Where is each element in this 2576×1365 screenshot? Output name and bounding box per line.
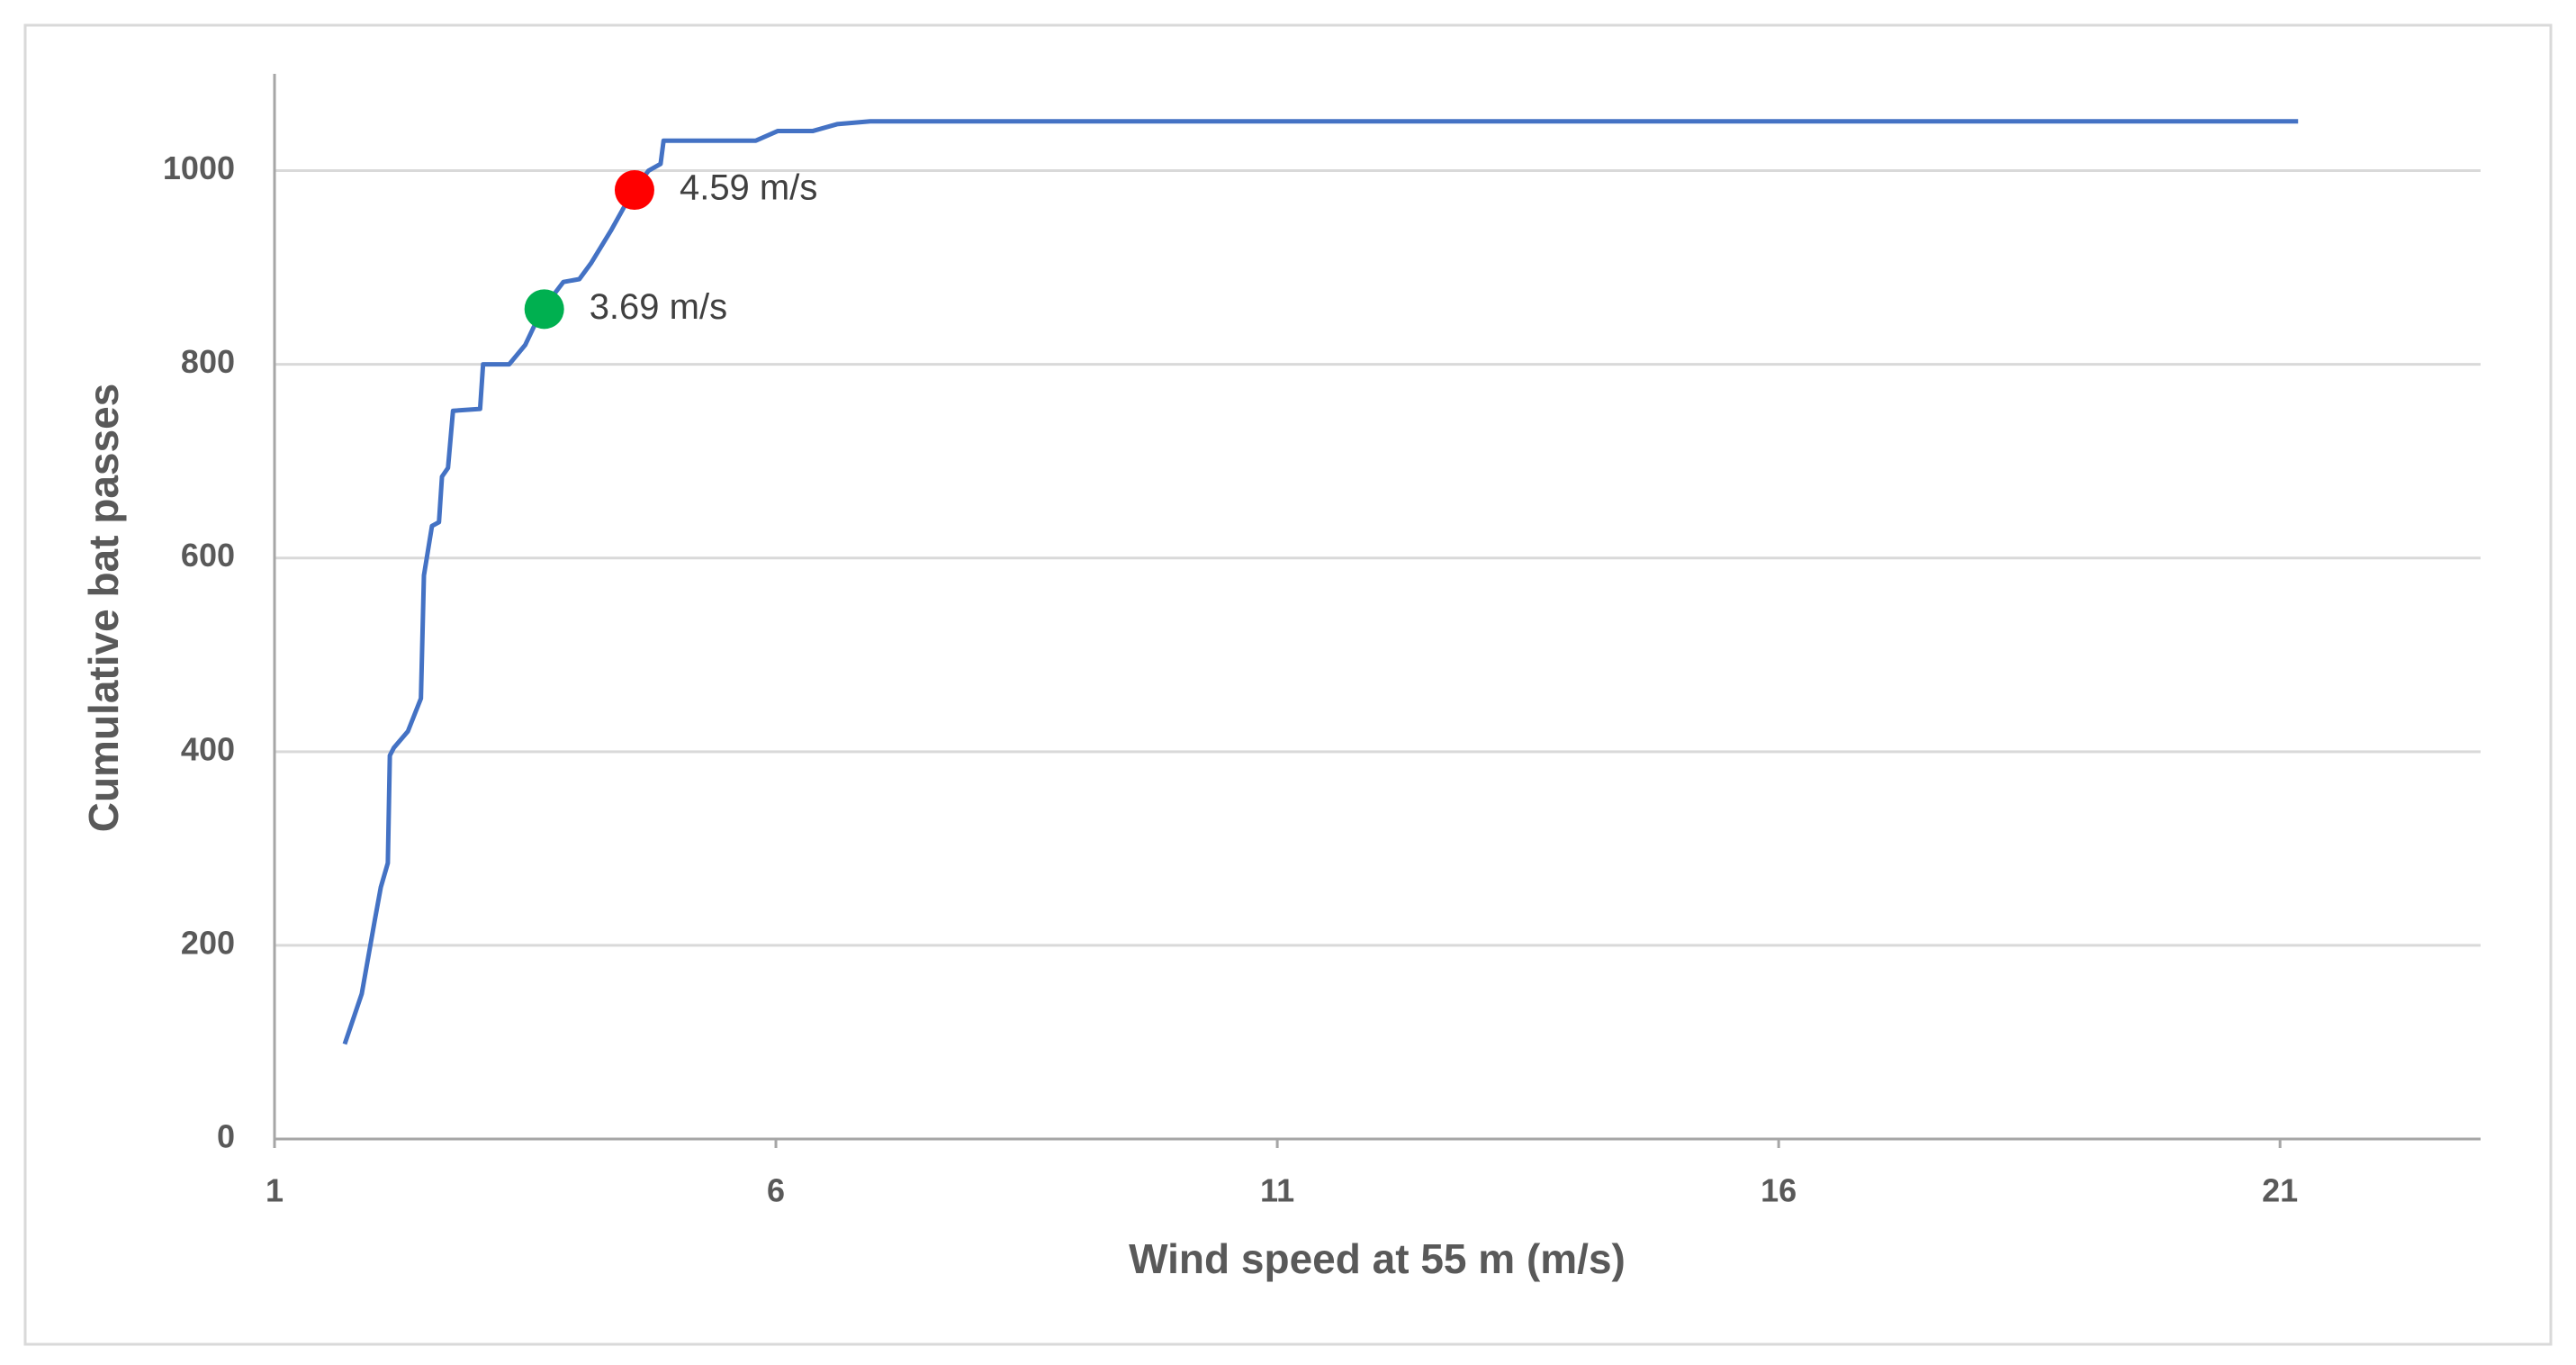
marker-point [524,289,564,330]
chart-border [23,23,2553,1346]
marker-label: 3.69 m/s [590,287,727,327]
y-tick-label: 0 [217,1118,235,1155]
y-tick-label: 600 [181,537,235,574]
data-line [342,119,2299,1045]
y-tick-label: 1000 [163,149,235,186]
y-tick-label: 800 [181,343,235,380]
x-tick-label: 1 [266,1172,284,1209]
y-tick-label: 200 [181,924,235,961]
x-tick-label: 6 [767,1172,785,1209]
x-axis-title: Wind speed at 55 m (m/s) [1129,1235,1626,1282]
marker-point [614,170,654,211]
y-axis-title: Cumulative bat passes [80,384,127,833]
x-tick-label: 21 [2262,1172,2298,1209]
marker-label: 4.59 m/s [680,168,817,208]
x-tick-label: 11 [1260,1172,1294,1209]
x-tick-label: 16 [1761,1172,1797,1209]
y-tick-label: 400 [181,730,235,767]
